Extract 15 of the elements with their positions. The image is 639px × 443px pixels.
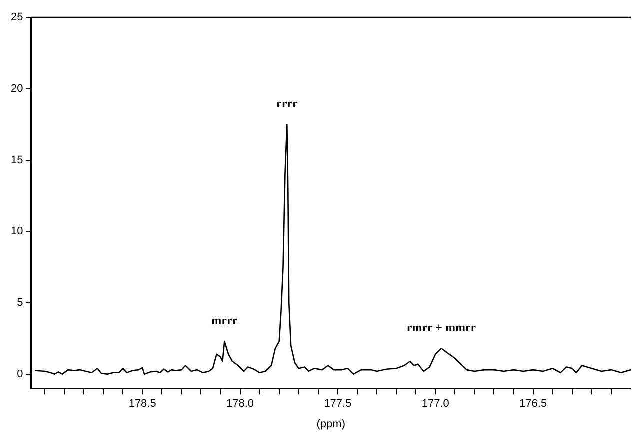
annotation: rmrr + mmrr	[406, 320, 477, 335]
x-tick-label: 177.5	[324, 398, 352, 410]
y-tick-label: 5	[17, 297, 24, 310]
y-tick-label: 0	[17, 368, 24, 380]
x-tick-label: 178.5	[128, 398, 156, 410]
x-tick-label: 177.0	[422, 398, 450, 410]
y-tick-label: 15	[10, 154, 24, 166]
y-tick-label: 10	[10, 226, 24, 238]
x-tick-label: 178.0	[226, 398, 254, 410]
y-tick-label: 25	[10, 12, 24, 24]
annotation: rrrr	[276, 96, 298, 111]
x-axis-title: (ppm)	[316, 418, 346, 430]
x-tick-label: 176.5	[520, 398, 548, 410]
y-tick-label: 20	[10, 82, 24, 95]
annotation: mrrr	[212, 314, 238, 328]
